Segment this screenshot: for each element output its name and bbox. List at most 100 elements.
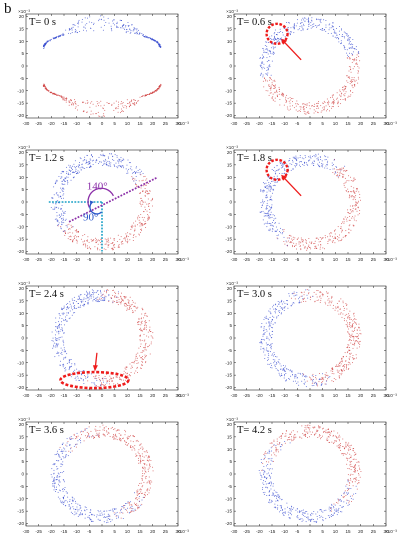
particle — [127, 172, 129, 174]
particle — [57, 352, 59, 354]
particle — [135, 167, 137, 169]
particle — [131, 507, 133, 509]
particle — [324, 101, 326, 103]
particle — [260, 73, 262, 75]
particle — [56, 194, 58, 196]
particle — [107, 518, 109, 520]
particle — [310, 379, 312, 381]
particle — [299, 26, 301, 28]
particle — [74, 171, 76, 173]
particle — [349, 317, 351, 319]
particle — [300, 30, 302, 32]
particle — [129, 239, 131, 241]
particle — [130, 440, 132, 442]
particle — [86, 431, 88, 433]
particle — [303, 375, 305, 377]
particle — [99, 379, 101, 381]
particle — [87, 293, 89, 295]
particle — [268, 354, 270, 356]
particle — [99, 115, 101, 117]
particle — [103, 16, 105, 18]
particle — [141, 358, 143, 360]
particle — [273, 316, 275, 318]
particle — [104, 295, 106, 297]
particle — [57, 200, 59, 202]
particle — [269, 50, 271, 52]
particle — [348, 328, 350, 330]
particle — [76, 22, 78, 24]
particle — [138, 321, 140, 323]
particle — [72, 24, 74, 26]
particle — [135, 32, 137, 34]
particle — [294, 165, 296, 167]
particle — [63, 332, 65, 333]
particle — [137, 504, 139, 506]
particle — [292, 161, 294, 163]
particle — [67, 180, 69, 182]
particle — [109, 435, 111, 437]
particle — [144, 94, 146, 96]
particle — [304, 245, 306, 247]
particle — [136, 503, 138, 505]
particle — [321, 164, 323, 166]
particle — [358, 55, 360, 57]
particle — [95, 105, 97, 107]
particle — [94, 246, 96, 248]
particle — [82, 379, 84, 381]
particle — [287, 511, 289, 513]
particle — [311, 105, 313, 107]
particle — [271, 204, 273, 206]
particle — [127, 240, 129, 242]
particle — [136, 490, 138, 492]
particle — [53, 482, 55, 484]
particle — [268, 326, 270, 328]
particle — [128, 25, 130, 27]
particle — [297, 110, 299, 112]
particle — [139, 173, 141, 175]
particle — [353, 77, 355, 79]
particle — [62, 99, 64, 101]
particle — [358, 461, 360, 463]
particle — [75, 173, 77, 175]
particle — [348, 213, 350, 215]
particle — [269, 228, 271, 230]
particle — [269, 344, 271, 346]
particle — [59, 315, 61, 317]
particle — [62, 32, 64, 34]
particle — [111, 20, 113, 22]
particle — [308, 25, 310, 27]
particle — [306, 29, 308, 30]
particle — [280, 312, 282, 314]
particle — [65, 232, 67, 234]
particle — [353, 337, 355, 339]
particle — [356, 329, 358, 331]
particle — [303, 298, 305, 300]
particle — [274, 184, 276, 186]
particle — [316, 383, 318, 385]
particle — [274, 222, 276, 224]
particle — [61, 307, 63, 309]
particle — [324, 301, 326, 303]
particle — [74, 305, 76, 306]
particle — [358, 191, 360, 193]
particle — [259, 342, 261, 344]
particle — [64, 183, 66, 185]
particle — [139, 225, 141, 227]
particle — [269, 209, 271, 211]
particle — [92, 164, 94, 166]
particle — [142, 361, 144, 363]
particle — [83, 111, 85, 113]
particle — [65, 98, 67, 100]
particle — [62, 478, 64, 480]
particle — [269, 182, 271, 184]
particle — [284, 27, 286, 29]
x-tick-label: -5 — [87, 529, 92, 534]
x-tick-label: -20 — [48, 529, 55, 534]
particle — [351, 323, 353, 325]
particle — [358, 67, 360, 69]
particle — [277, 360, 279, 362]
particle — [340, 298, 342, 300]
particle — [337, 226, 339, 228]
particle — [345, 457, 347, 459]
particle — [64, 98, 66, 100]
